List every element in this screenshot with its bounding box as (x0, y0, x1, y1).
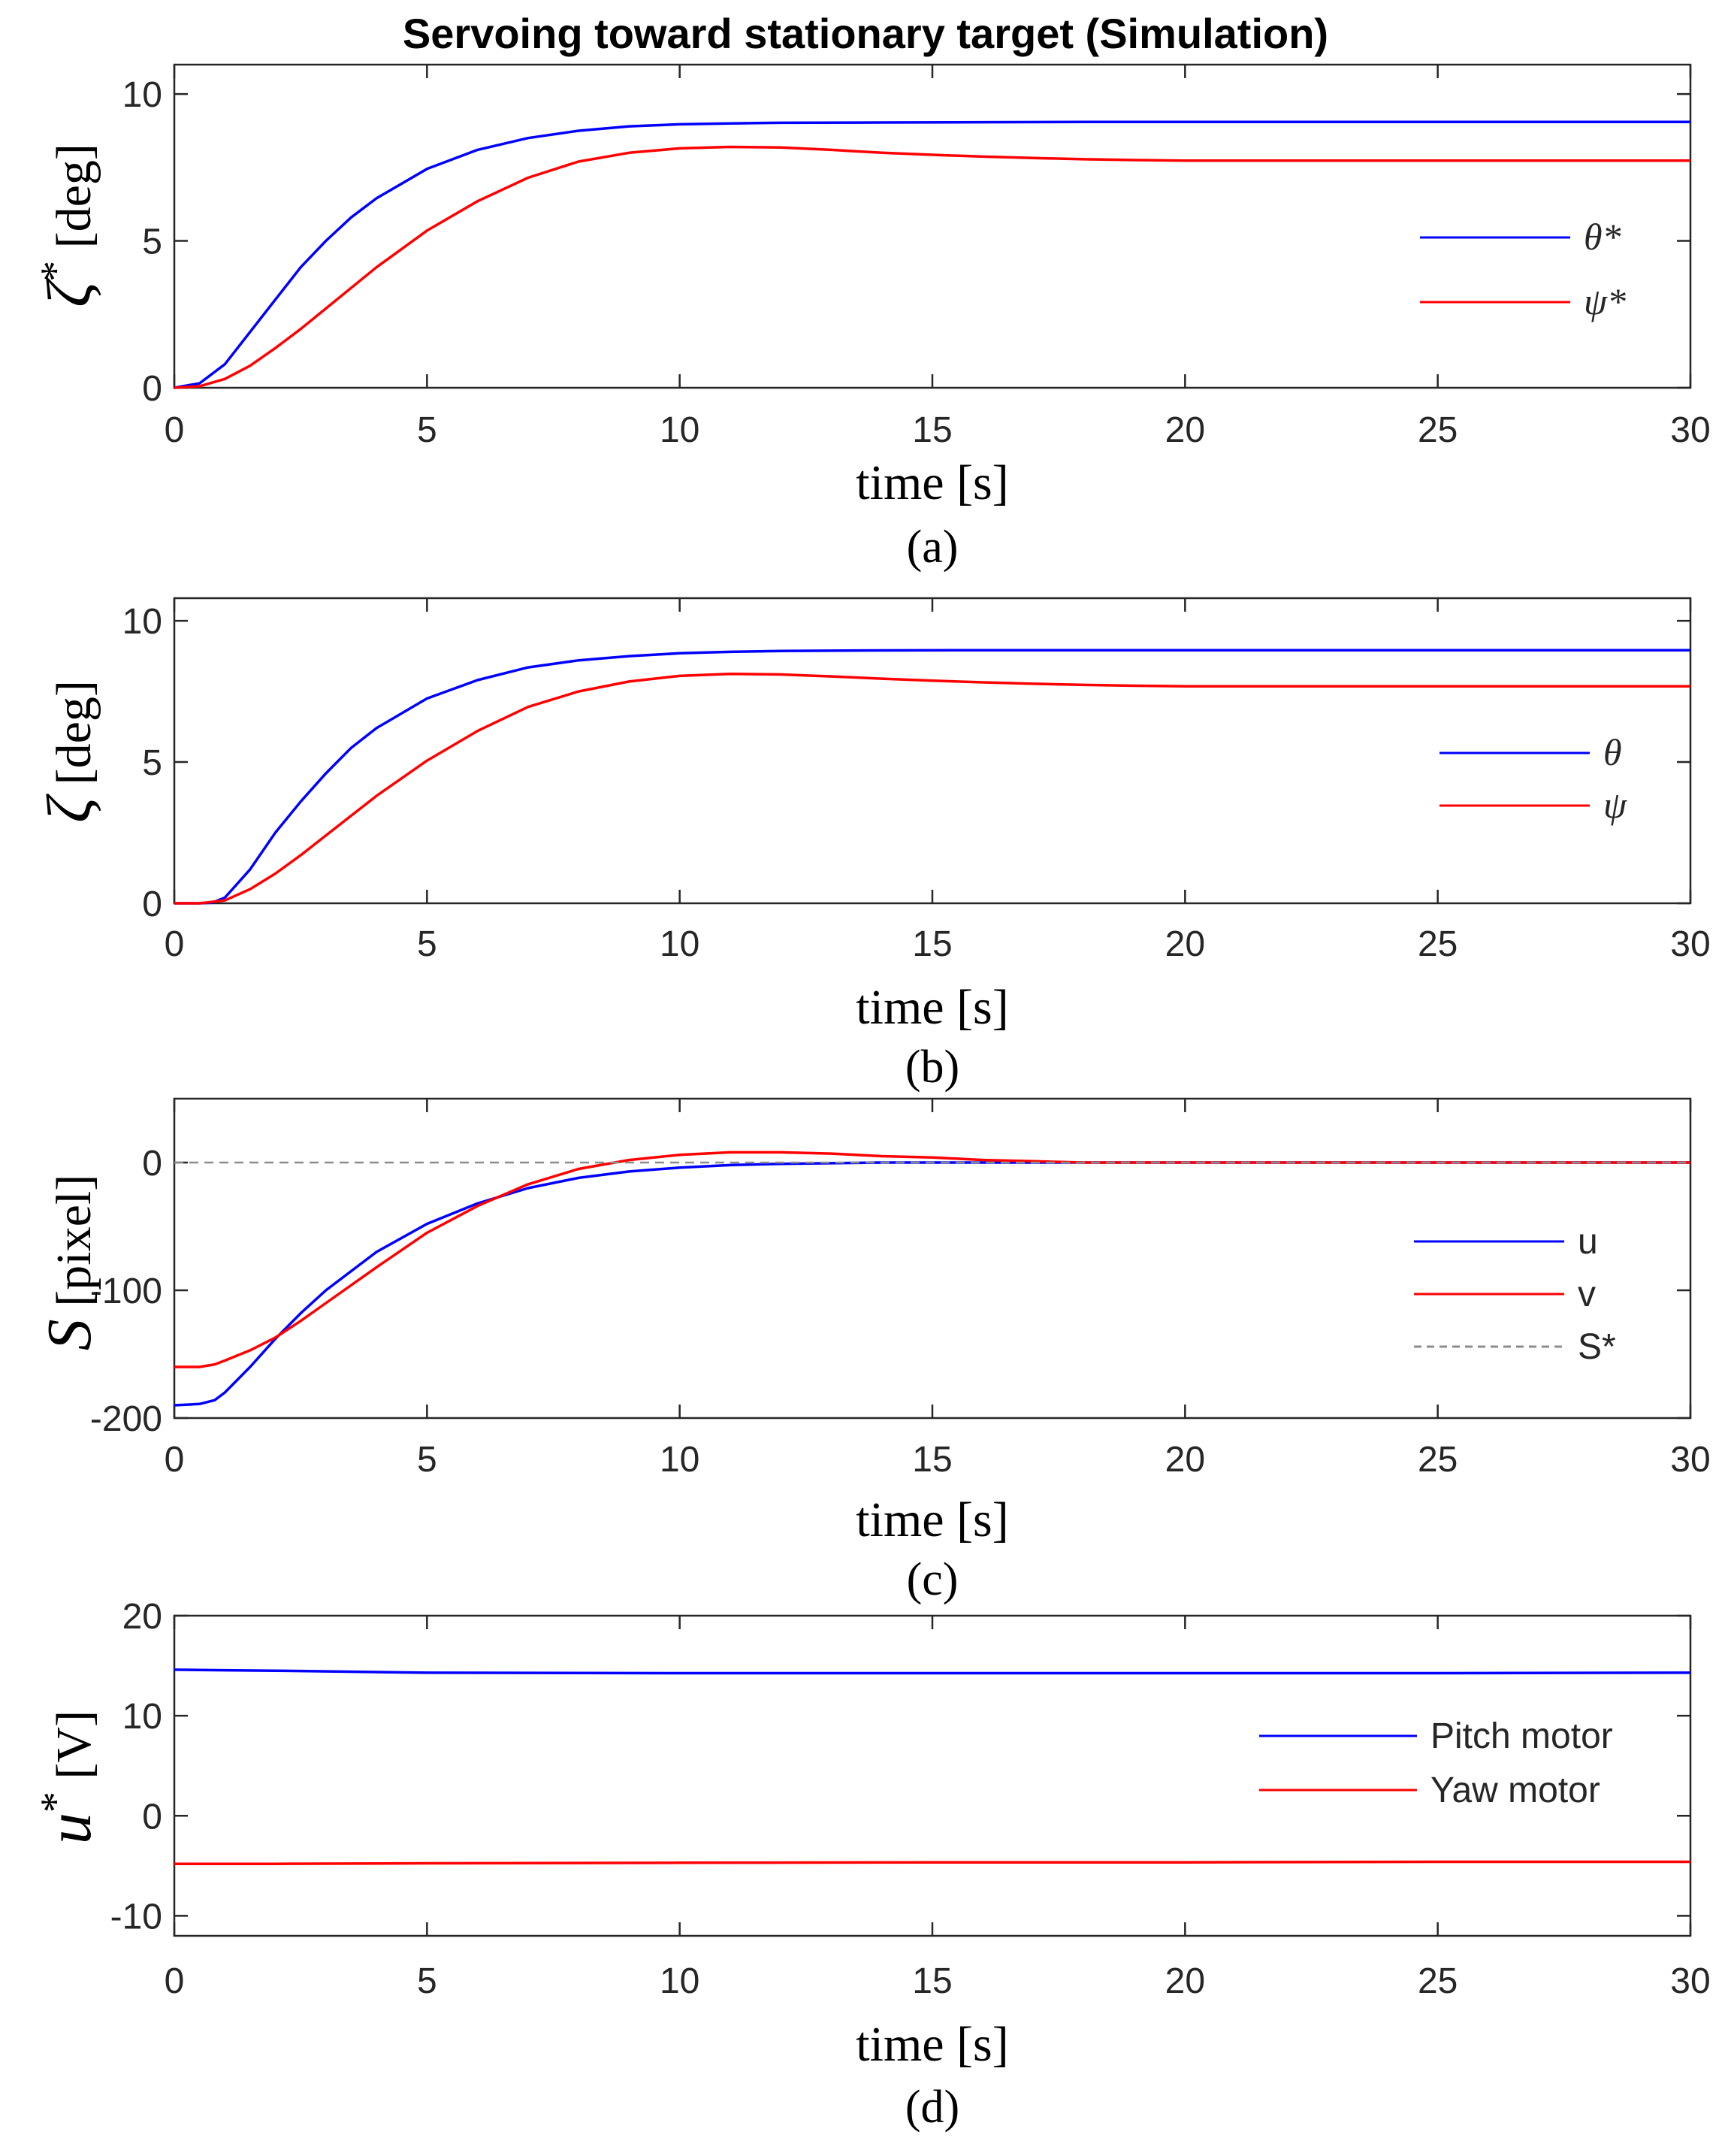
chart-b: 0 5 10 15 20 25 30 0 5 10 θψ ζ [deg] time [s] (b) (35, 597, 1711, 1093)
x-tick-label: 15 (912, 410, 952, 450)
x-tick-label: 30 (1670, 1440, 1710, 1480)
y-tick-label: 0 (142, 884, 162, 924)
x-axis-label: time [s] (856, 455, 1008, 510)
x-tick-label: 25 (1418, 410, 1458, 450)
y-tick-label: -10 (110, 1897, 162, 1937)
y-axis-label: ζ [deg] (35, 680, 104, 823)
x-tick-label: 10 (660, 410, 699, 450)
x-tick-label: 10 (660, 1440, 699, 1480)
series-line (174, 1161, 1690, 1407)
y-tick-label: 20 (122, 1597, 162, 1637)
x-tick-label: 0 (165, 1961, 185, 2001)
x-axis-label: time [s] (856, 1492, 1008, 1547)
panel-caption: (c) (907, 1554, 959, 1605)
x-tick-label: 0 (165, 410, 185, 450)
series-line (174, 1668, 1691, 1675)
x-tick-label: 25 (1418, 924, 1458, 964)
plot-frame (173, 1097, 1692, 1420)
y-tick-label: -100 (90, 1272, 162, 1311)
x-tick-label: 0 (165, 924, 185, 964)
figure-title: Servoing toward stationary target (Simul… (403, 10, 1328, 57)
y-tick-label: -200 (90, 1399, 162, 1439)
legend-label: ψ (1603, 784, 1627, 826)
panel-caption: (d) (905, 2082, 959, 2133)
y-tick-label: 5 (142, 222, 162, 262)
series-line (174, 1151, 1690, 1368)
plot-frame (173, 63, 1692, 389)
y-tick-label: 10 (122, 75, 162, 115)
legend-label: θ (1603, 731, 1622, 773)
y-tick-label: 10 (122, 1697, 162, 1737)
x-tick-label: 15 (912, 1440, 952, 1480)
y-tick-label: 0 (142, 1144, 162, 1184)
x-tick-label: 25 (1418, 1440, 1458, 1480)
legend-label: v (1578, 1275, 1596, 1314)
series-line (174, 649, 1690, 905)
legend-label: ψ* (1584, 280, 1626, 322)
legend-label: u (1578, 1222, 1598, 1262)
chart-a: 0 5 10 15 20 25 30 0 5 10 θ* ψ* ζ* [deg] time [s] (a) (32, 63, 1711, 573)
x-tick-label: 10 (660, 1961, 699, 2001)
x-tick-label: 30 (1670, 410, 1710, 450)
series-line (174, 120, 1690, 389)
x-tick-label: 5 (417, 1440, 437, 1480)
x-tick-label: 30 (1670, 924, 1710, 964)
y-axis-label: S [pixel] (35, 1175, 104, 1350)
y-tick-label: 10 (122, 602, 162, 642)
legend-label: S* (1578, 1327, 1616, 1367)
series-line (174, 672, 1690, 905)
x-axis-label: time [s] (856, 980, 1008, 1035)
y-axis-label: u* [V] (32, 1710, 104, 1844)
x-tick-label: 0 (165, 1440, 185, 1480)
x-tick-label: 5 (417, 1961, 437, 2001)
legend-label: θ* (1584, 216, 1621, 258)
y-tick-label: 0 (142, 1797, 162, 1837)
y-axis-label: ζ* [deg] (32, 144, 104, 307)
panel-caption: (a) (907, 522, 959, 573)
x-tick-label: 20 (1165, 924, 1205, 964)
legend-label: Pitch motor (1430, 1716, 1613, 1756)
series-line (174, 1860, 1690, 1865)
series-line (174, 145, 1690, 389)
x-tick-label: 15 (912, 924, 952, 964)
y-tick-label: 5 (142, 743, 162, 783)
x-tick-label: 25 (1418, 1961, 1458, 2001)
x-tick-label: 20 (1165, 1961, 1205, 2001)
x-tick-label: 20 (1165, 410, 1205, 450)
x-tick-label: 10 (660, 924, 699, 964)
plot-frame (173, 597, 1692, 905)
x-tick-label: 5 (417, 410, 437, 450)
x-axis-label: time [s] (856, 2017, 1008, 2072)
panel-caption: (b) (905, 1042, 959, 1093)
x-tick-label: 15 (912, 1961, 952, 2001)
legend-label: Yaw motor (1430, 1770, 1600, 1810)
x-tick-label: 5 (417, 924, 437, 964)
y-tick-label: 0 (142, 369, 162, 409)
chart-c: 0 5 10 15 20 25 30 -200 -100 0 uv S* S [pixel] time [… (35, 1097, 1711, 1605)
x-tick-label: 30 (1670, 1961, 1710, 2001)
x-tick-label: 20 (1165, 1440, 1205, 1480)
